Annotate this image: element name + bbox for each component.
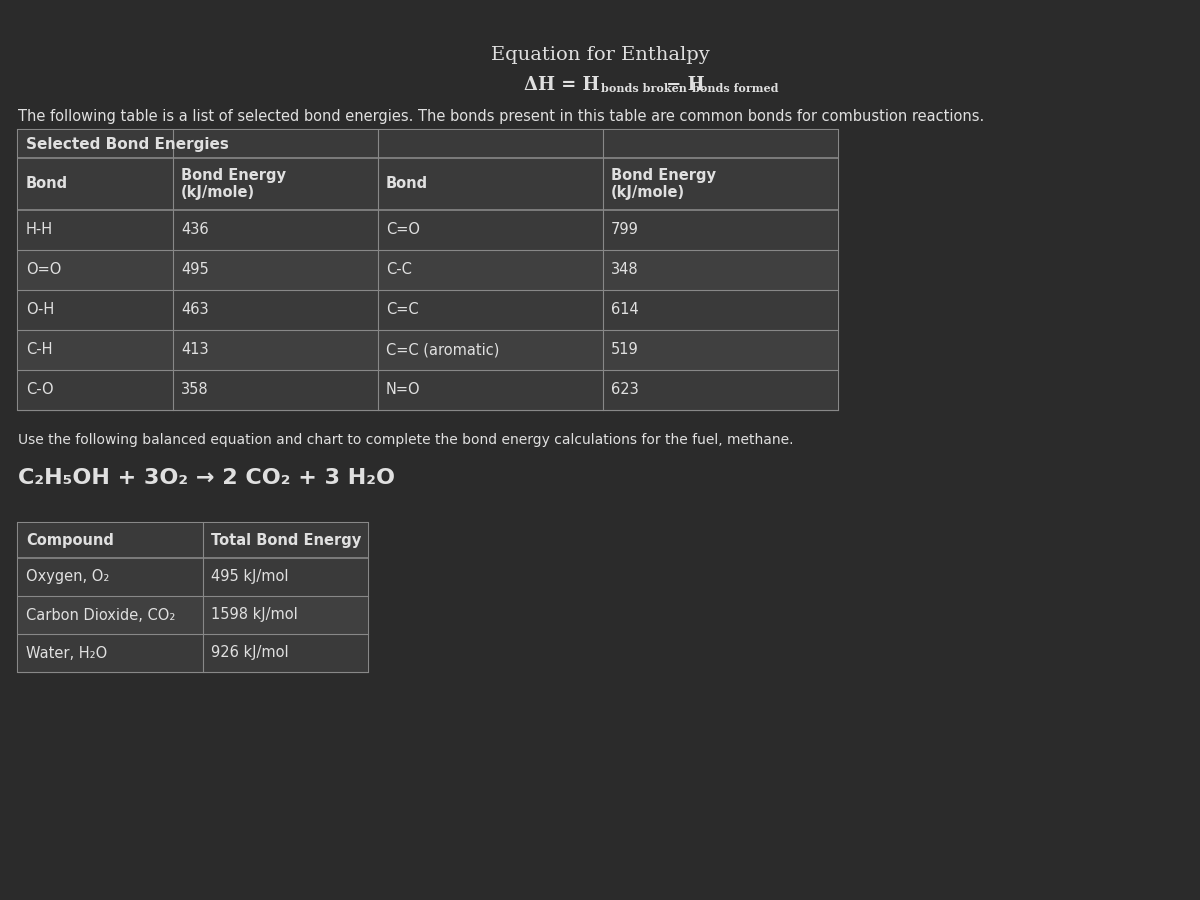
Text: Selected Bond Energies: Selected Bond Energies [26,137,229,151]
Text: 614: 614 [611,302,638,318]
Text: Bond: Bond [386,176,428,192]
Text: C=C: C=C [386,302,419,318]
Text: ΔH = H: ΔH = H [524,76,600,94]
Bar [18,210,838,250]
Bar [18,290,838,330]
Text: 495 kJ/mol: 495 kJ/mol [211,570,288,584]
Text: 495: 495 [181,263,209,277]
Text: C-C: C-C [386,263,412,277]
Text: bonds broken: bonds broken [601,84,686,94]
Text: 436: 436 [181,222,209,238]
Text: O-H: O-H [26,302,54,318]
Text: O=O: O=O [26,263,61,277]
Bar [18,330,838,370]
Text: Bond Energy
(kJ/mole): Bond Energy (kJ/mole) [181,167,286,200]
Text: N=O: N=O [386,382,421,398]
Bar [18,370,838,410]
Text: − H: − H [660,76,704,94]
Bar [18,634,368,672]
Text: bonds formed: bonds formed [692,84,779,94]
Text: H-H: H-H [26,222,53,238]
Text: C-O: C-O [26,382,54,398]
Text: 623: 623 [611,382,638,398]
Text: Equation for Enthalpy: Equation for Enthalpy [491,46,709,64]
Text: 519: 519 [611,343,638,357]
Text: 358: 358 [181,382,209,398]
Text: 926 kJ/mol: 926 kJ/mol [211,645,289,661]
Bar [18,523,368,672]
Bar [18,523,368,558]
Bar [18,596,368,634]
Text: 1598 kJ/mol: 1598 kJ/mol [211,608,298,623]
Text: The following table is a list of selected bond energies. The bonds present in th: The following table is a list of selecte… [18,110,984,124]
Text: Bond Energy
(kJ/mole): Bond Energy (kJ/mole) [611,167,716,200]
Text: Compound: Compound [26,533,114,548]
Text: 348: 348 [611,263,638,277]
Text: Total Bond Energy: Total Bond Energy [211,533,361,548]
Bar [18,158,838,210]
Bar [18,250,838,290]
Text: 463: 463 [181,302,209,318]
Bar [18,558,368,596]
Bar [18,130,838,410]
Text: Water, H₂O: Water, H₂O [26,645,107,661]
Text: Carbon Dioxide, CO₂: Carbon Dioxide, CO₂ [26,608,175,623]
Text: Use the following balanced equation and chart to complete the bond energy calcul: Use the following balanced equation and … [18,433,793,447]
Text: 799: 799 [611,222,638,238]
Text: 413: 413 [181,343,209,357]
Text: C₂H₅OH + 3O₂ → 2 CO₂ + 3 H₂O: C₂H₅OH + 3O₂ → 2 CO₂ + 3 H₂O [18,468,395,488]
Text: C=O: C=O [386,222,420,238]
Bar [18,130,838,158]
Text: C-H: C-H [26,343,53,357]
Text: Oxygen, O₂: Oxygen, O₂ [26,570,109,584]
Text: Bond: Bond [26,176,68,192]
Text: C=C (aromatic): C=C (aromatic) [386,343,499,357]
